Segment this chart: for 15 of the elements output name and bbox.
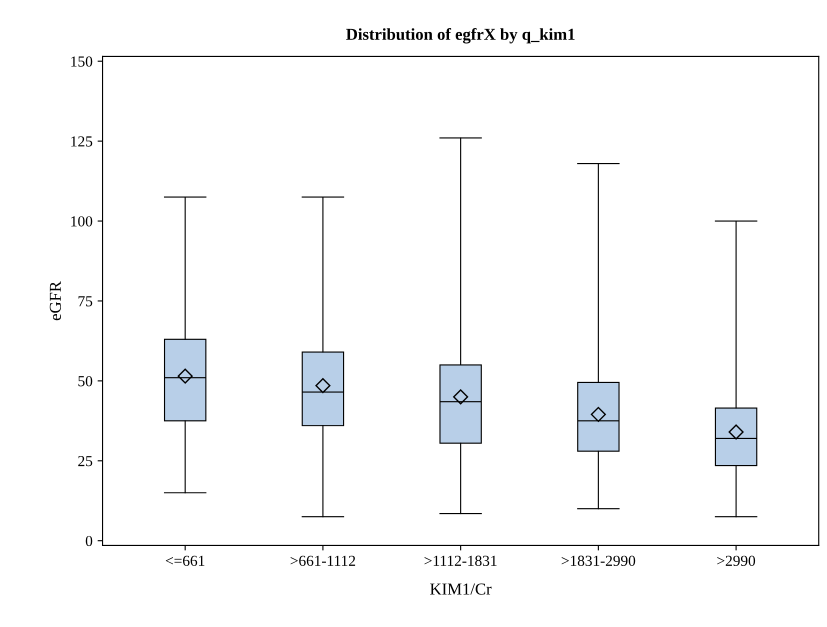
x-tick-label: >1831-2990 [562,556,636,566]
x-tick-label: >1112-1831 [424,556,497,566]
x-tick-label: <=661 [166,556,204,566]
y-tick-label: 100 [71,216,92,226]
x-axis-title: KIM1/Cr [430,583,492,595]
y-tick-label: 125 [71,136,92,147]
y-tick-label: 50 [78,376,92,386]
chart-title: Distribution of egfrX by q_kim1 [346,28,575,44]
y-tick-label: 25 [78,456,92,466]
y-tick-label: 75 [78,296,92,306]
x-tick-label: >661-1112 [290,556,356,566]
x-tick-label: >2990 [717,556,756,566]
y-axis-title: eGFR [50,281,61,320]
y-tick-label: 150 [71,56,92,67]
y-tick-label: 0 [86,536,92,546]
